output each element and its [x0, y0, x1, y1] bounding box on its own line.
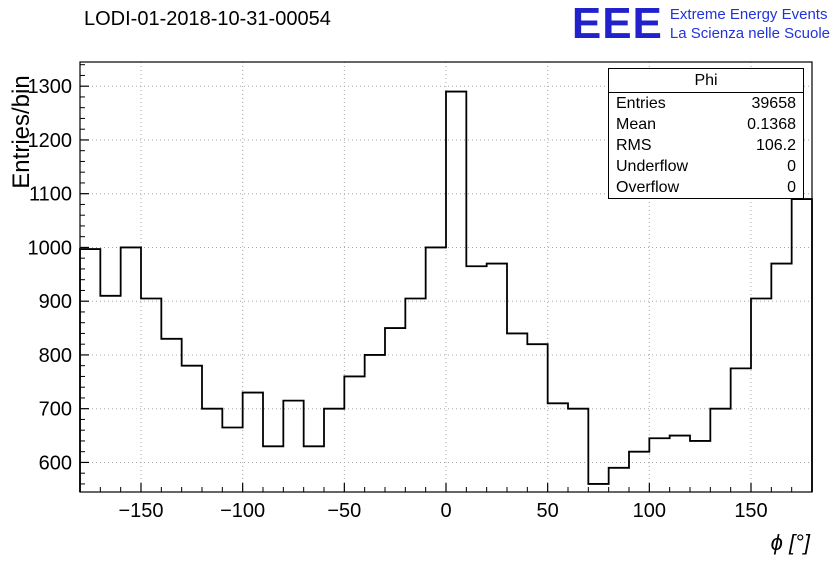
svg-text:100: 100 [633, 500, 666, 522]
eee-logo-line1: Extreme Energy Events [669, 6, 828, 23]
stats-label: Entries [616, 95, 666, 112]
svg-text:800: 800 [39, 345, 72, 367]
eee-logo-line2: La Scienza nelle Scuole [669, 25, 830, 42]
svg-text:700: 700 [39, 399, 72, 421]
stats-value: 39658 [751, 95, 797, 112]
stats-box-title: Phi [609, 69, 803, 93]
svg-text:−50: −50 [327, 500, 361, 522]
stats-row: Mean 0.1368 [609, 114, 803, 135]
svg-text:1100: 1100 [29, 184, 72, 206]
svg-text:1300: 1300 [28, 76, 73, 98]
stats-value: 0.1368 [747, 116, 796, 133]
y-axis-title: Entries/bin [8, 75, 35, 189]
svg-text:−150: −150 [118, 500, 163, 522]
svg-text:600: 600 [39, 452, 72, 474]
svg-text:150: 150 [734, 500, 767, 522]
svg-text:900: 900 [39, 291, 72, 313]
stats-box: Phi Entries 39658 Mean 0.1368 RMS 106.2 … [608, 68, 804, 199]
eee-logo: EEE Extreme Energy Events La Scienza nel… [572, 2, 830, 46]
eee-logo-text: Extreme Energy Events La Scienza nelle S… [670, 5, 830, 43]
stats-label: Overflow [616, 179, 680, 196]
stats-label: RMS [616, 137, 652, 154]
stats-row: Entries 39658 [609, 93, 803, 114]
stats-label: Mean [616, 116, 657, 133]
stats-label: Underflow [616, 158, 689, 175]
stats-value: 106.2 [755, 137, 796, 154]
stats-value: 0 [787, 158, 796, 175]
svg-text:0: 0 [440, 500, 451, 522]
plot-title: LODI-01-2018-10-31-00054 [84, 8, 331, 30]
x-axis-title: ϕ [°] [770, 530, 810, 555]
stats-value: 0 [787, 179, 796, 196]
svg-text:−100: −100 [220, 500, 265, 522]
stats-row: Underflow 0 [609, 156, 803, 177]
svg-text:50: 50 [537, 500, 559, 522]
svg-text:1000: 1000 [28, 237, 73, 259]
stats-row: Overflow 0 [609, 177, 803, 198]
svg-text:1200: 1200 [28, 130, 73, 152]
stats-row: RMS 106.2 [609, 135, 803, 156]
eee-logo-acronym: EEE [571, 0, 663, 48]
